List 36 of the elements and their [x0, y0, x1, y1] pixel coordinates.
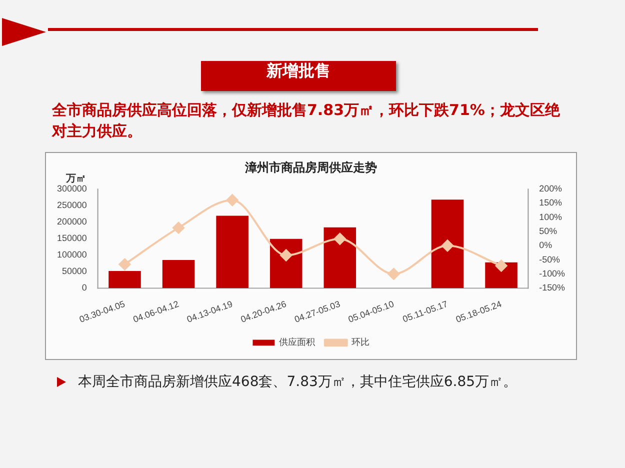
point [334, 232, 346, 245]
bar [324, 227, 356, 288]
text: 本周全市商品房新增供应468套、7.83万㎡，其中住宅供应6.85万㎡。 [78, 373, 518, 391]
bar [485, 262, 518, 288]
bar [216, 216, 248, 288]
point [226, 194, 238, 206]
y2-tick-label: -100% [539, 268, 566, 278]
y2-tick-label: -50% [539, 254, 560, 264]
y-tick-label: 100000 [57, 250, 87, 260]
y2-tick-label: 100% [539, 212, 562, 222]
point [172, 222, 184, 234]
y2-tick-label: 200% [539, 184, 562, 194]
y-tick-label: 300000 [57, 184, 87, 194]
bar [162, 260, 195, 288]
bar [431, 200, 464, 288]
chart-title: 漳州市商品房周供应走势 [244, 160, 378, 174]
point [495, 260, 508, 272]
y2-tick-label: 50% [539, 226, 558, 236]
y-tick-label: 200000 [57, 216, 87, 227]
point [118, 258, 131, 270]
y2-tick-label: 150% [539, 198, 562, 208]
y2-tick-label: -150% [539, 282, 566, 293]
text: 全市商品房供应高位回落，仅新增批售7.83万㎡，环比下跌71%；龙文区绝对主力供应。 [52, 100, 561, 142]
y2-tick-label: 0% [539, 240, 552, 250]
point [388, 268, 400, 280]
bar [270, 238, 302, 288]
y-tick-label: 150000 [57, 233, 87, 244]
y-tick-label: 0 [82, 282, 87, 293]
y-tick-label: 250000 [57, 200, 87, 210]
y-tick-label: 50000 [62, 266, 87, 276]
bar [108, 270, 141, 288]
legend-label: 环比 [351, 337, 370, 348]
point [280, 249, 292, 262]
legend-label: 供应面积 [279, 337, 316, 348]
point [442, 240, 454, 252]
y-axis-title: 万㎡ [64, 174, 86, 185]
